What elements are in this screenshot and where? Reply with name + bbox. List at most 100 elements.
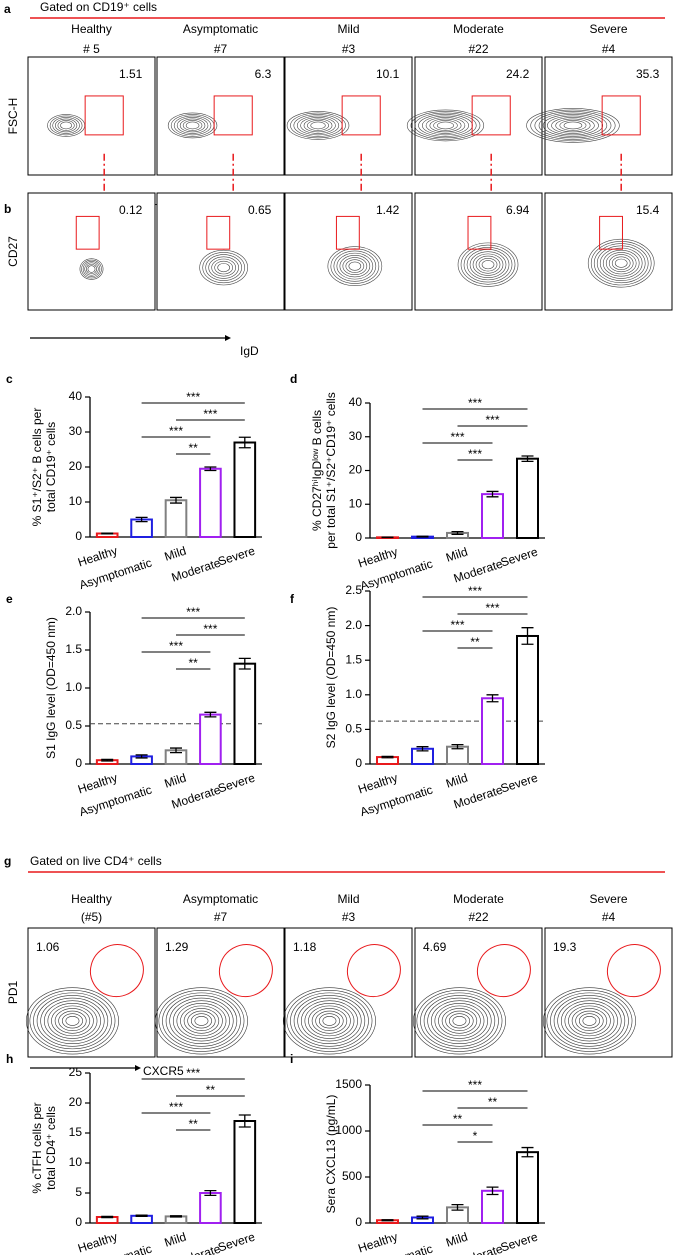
significance-label: *** — [169, 639, 183, 653]
y-tick-label: 2.0 — [65, 604, 82, 618]
column-name: Healthy — [71, 22, 112, 36]
gate — [218, 944, 273, 998]
x-tick-label: Healthy — [356, 1230, 399, 1255]
contour — [318, 1013, 340, 1029]
error-bar — [451, 743, 464, 750]
error-bar — [170, 496, 182, 504]
y-tick-label: 10 — [69, 494, 83, 508]
significance-label: *** — [450, 618, 464, 632]
contour — [345, 259, 365, 273]
contour — [434, 1002, 485, 1039]
contours — [79, 258, 104, 280]
gate — [206, 215, 231, 250]
contour — [33, 992, 112, 1050]
panel-letter: g — [4, 854, 11, 868]
x-tick-label: Severe — [216, 1229, 257, 1254]
x-tick-label: Severe — [216, 770, 257, 795]
y-tick-label: 0.5 — [345, 722, 362, 736]
gate — [599, 215, 623, 250]
error-bar — [238, 657, 251, 670]
contour — [322, 1015, 337, 1026]
contour — [49, 115, 83, 136]
y-tick-label: 0 — [355, 530, 362, 544]
y-tick-label: 2.5 — [345, 583, 362, 597]
y-tick-label: 25 — [69, 1065, 83, 1079]
gate — [467, 215, 492, 250]
bar — [164, 499, 188, 538]
contours — [154, 987, 248, 1055]
x-tick-label: Healthy — [76, 771, 119, 797]
error-bar — [521, 627, 534, 645]
contour — [599, 247, 643, 279]
y-axis-label: % cTFH cells per — [30, 1102, 44, 1193]
contour — [534, 111, 612, 140]
bar — [481, 493, 504, 539]
gate-percent: 24.2 — [506, 67, 530, 81]
contour — [546, 989, 633, 1052]
error-bar — [486, 490, 499, 498]
contour — [339, 255, 371, 278]
contour — [460, 244, 516, 285]
contours — [282, 987, 376, 1055]
y-tick-label: 0 — [355, 1215, 362, 1229]
contour — [187, 1010, 216, 1031]
significance-label: *** — [468, 1078, 482, 1092]
gate-percent: 19.3 — [553, 940, 577, 954]
contour — [457, 242, 519, 287]
contour — [571, 1008, 608, 1034]
contour — [162, 992, 241, 1050]
x-tick-label: Mild — [444, 1230, 469, 1250]
contour — [553, 995, 626, 1047]
contour — [427, 997, 492, 1044]
contour — [563, 121, 583, 130]
plot-frame — [27, 192, 156, 311]
contour — [559, 120, 587, 131]
bar — [481, 1189, 504, 1225]
contour — [605, 252, 637, 275]
gate — [601, 95, 641, 136]
significance-label: ** — [470, 635, 480, 649]
error-bar — [204, 1189, 217, 1197]
y-axis-label: S2 IgG level (OD=450 nm) — [324, 607, 338, 749]
y-tick-label: 0 — [355, 756, 362, 770]
contour — [342, 257, 368, 276]
y-tick-label: 0.5 — [65, 718, 82, 732]
contours — [25, 987, 119, 1055]
contour — [538, 112, 608, 139]
contour — [530, 109, 616, 142]
x-tick-label: Mild — [444, 545, 469, 565]
bar — [516, 457, 539, 539]
contour — [303, 118, 333, 133]
contour — [86, 263, 98, 275]
plot-frame — [156, 56, 285, 176]
bar — [481, 697, 504, 766]
plot-frame — [27, 56, 156, 176]
x-tick-label: Severe — [499, 544, 540, 569]
contours — [542, 987, 636, 1055]
significance-label: ** — [189, 656, 199, 670]
y-tick-label: 30 — [69, 424, 83, 438]
y-tick-label: 500 — [342, 1169, 362, 1183]
contour — [438, 1005, 481, 1037]
contour — [593, 243, 649, 284]
contour — [445, 1010, 474, 1031]
contours — [327, 246, 383, 287]
y-axis-label: total CD19⁺ cells — [44, 422, 58, 512]
contour — [560, 1000, 618, 1042]
contour — [463, 246, 513, 283]
significance-label: *** — [186, 605, 200, 619]
y-tick-label: 20 — [349, 463, 363, 477]
gate — [341, 95, 381, 136]
contour — [172, 1000, 230, 1042]
y-tick-label: 0 — [75, 1215, 82, 1229]
error-bar — [204, 466, 217, 472]
column-name: Severe — [589, 892, 627, 906]
bar — [199, 1192, 222, 1224]
contour — [437, 121, 454, 130]
error-bar — [451, 530, 464, 535]
contours — [199, 249, 248, 286]
y-tick-label: 40 — [349, 395, 363, 409]
bar — [516, 1151, 539, 1225]
plot-frame — [544, 192, 673, 311]
significance-label: ** — [189, 1117, 199, 1131]
